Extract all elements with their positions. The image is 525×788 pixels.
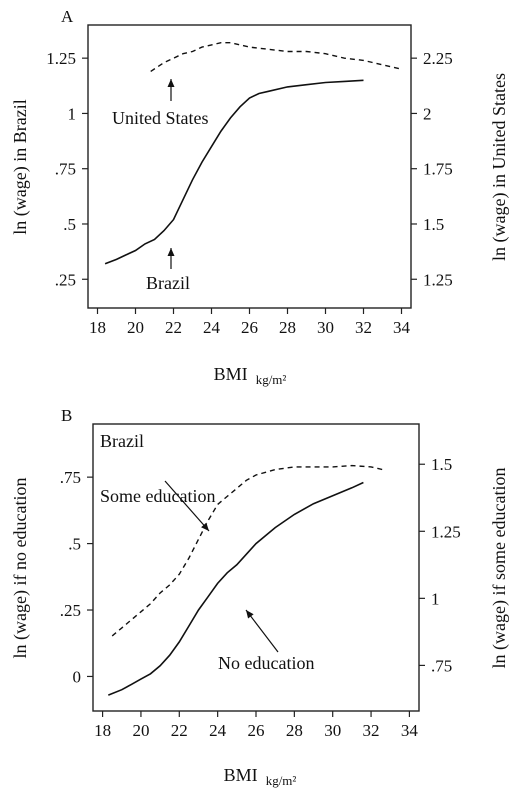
left-y-tick-label: .75 xyxy=(60,468,81,487)
panel-b-right-y-axis: .75 1 1.25 1.5 xyxy=(419,455,461,675)
left-y-tick-label: .25 xyxy=(55,270,76,289)
panel-a-x-axis: 18 20 22 24 26 28 30 32 34 xyxy=(89,308,411,337)
x-tick-label: 18 xyxy=(94,721,111,740)
left-y-tick-label: .75 xyxy=(55,160,76,179)
series-line-united-states xyxy=(150,42,402,72)
panel-a-plot-frame xyxy=(87,24,412,309)
right-y-tick-label: 1 xyxy=(431,589,440,608)
x-tick-label: 24 xyxy=(203,318,221,337)
panel-a-x-title-text: BMI xyxy=(214,364,248,384)
left-y-tick-label: .25 xyxy=(60,601,81,620)
pointer-no-education xyxy=(245,609,279,653)
panel-a-left-y-title: ln (wage) in Brazil xyxy=(10,99,31,234)
x-tick-label: 22 xyxy=(171,721,188,740)
panel-b-right-y-title: ln (wage) if some education xyxy=(489,468,510,669)
panel-a-series-group xyxy=(104,42,402,265)
x-tick-label: 30 xyxy=(317,318,334,337)
x-tick-label: 28 xyxy=(279,318,296,337)
pointer-arrowhead xyxy=(167,79,175,87)
annotation-no-education: No education xyxy=(218,653,314,673)
panel-b-top-left-label: Brazil xyxy=(100,431,144,451)
panel-b: B Brazil 18 20 22 24 26 28 30 32 34 0 .25 .5 .75 .7… xyxy=(10,406,510,788)
x-tick-label: 18 xyxy=(89,318,106,337)
panel-b-letter: B xyxy=(61,406,72,425)
panel-a-x-title: BMI kg/m² xyxy=(214,364,287,387)
annotation-united-states: United States xyxy=(112,108,209,128)
x-tick-label: 32 xyxy=(355,318,372,337)
x-tick-label: 34 xyxy=(401,721,419,740)
panel-a-right-y-title: ln (wage) in United States xyxy=(489,73,510,261)
x-tick-label: 26 xyxy=(248,721,265,740)
x-tick-label: 20 xyxy=(132,721,149,740)
pointer-arrowhead xyxy=(201,522,209,531)
right-y-tick-label: 2 xyxy=(423,104,432,123)
pointer-line xyxy=(164,480,210,532)
series-line-brazil xyxy=(104,79,364,265)
series-line-no-education xyxy=(108,481,364,696)
pointer-some-education xyxy=(164,480,210,532)
pointer-arrowhead xyxy=(246,610,254,619)
x-tick-label: 28 xyxy=(286,721,303,740)
panel-b-left-y-title: ln (wage) if no education xyxy=(10,478,31,659)
panel-a-right-y-axis: 1.25 1.5 1.75 2 2.25 xyxy=(411,49,453,289)
panel-b-x-title: BMI kg/m² xyxy=(224,765,297,788)
x-tick-label: 30 xyxy=(324,721,341,740)
right-y-tick-label: .75 xyxy=(431,656,452,675)
panel-a-x-title-unit: kg/m² xyxy=(256,372,287,387)
x-tick-label: 22 xyxy=(165,318,182,337)
right-y-tick-label: 1.25 xyxy=(431,522,461,541)
left-y-tick-label: 1.25 xyxy=(46,49,76,68)
annotation-some-education: Some education xyxy=(100,486,215,506)
annotation-brazil: Brazil xyxy=(146,273,190,293)
left-y-tick-label: .5 xyxy=(68,535,81,554)
right-y-tick-label: 1.5 xyxy=(423,215,444,234)
x-tick-label: 26 xyxy=(241,318,258,337)
left-y-tick-label: 0 xyxy=(73,667,82,686)
x-tick-label: 24 xyxy=(209,721,227,740)
right-y-tick-label: 1.75 xyxy=(423,160,453,179)
right-y-tick-label: 2.25 xyxy=(423,49,453,68)
panel-a-letter: A xyxy=(61,7,74,26)
pointer-brazil xyxy=(167,248,175,269)
x-tick-label: 34 xyxy=(393,318,411,337)
panel-a-left-y-axis: .25 .5 .75 1 1.25 xyxy=(46,49,88,289)
pointer-arrowhead xyxy=(167,248,175,256)
panel-b-series-group xyxy=(108,464,383,696)
series-line-some-education xyxy=(111,464,383,637)
left-y-tick-label: .5 xyxy=(63,215,76,234)
right-y-tick-label: 1.25 xyxy=(423,270,453,289)
left-y-tick-label: 1 xyxy=(68,104,77,123)
x-tick-label: 32 xyxy=(363,721,380,740)
panel-b-x-title-unit: kg/m² xyxy=(266,773,297,788)
x-tick-label: 20 xyxy=(127,318,144,337)
panel-b-x-axis: 18 20 22 24 26 28 30 32 34 xyxy=(94,711,418,740)
panel-b-left-y-axis: 0 .25 .5 .75 xyxy=(60,468,93,686)
pointer-united-states xyxy=(167,79,175,101)
panel-b-x-title-text: BMI xyxy=(224,765,258,785)
pointer-line xyxy=(245,609,279,653)
right-y-tick-label: 1.5 xyxy=(431,455,452,474)
